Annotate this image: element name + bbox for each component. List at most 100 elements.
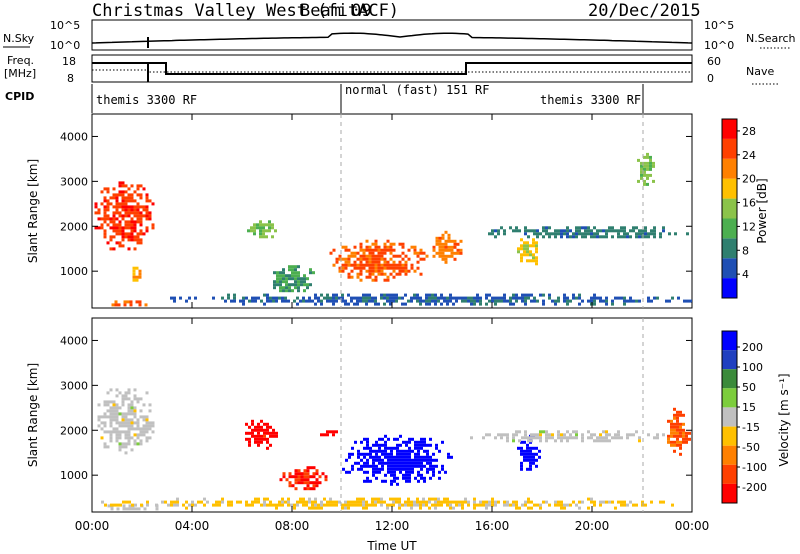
- velocity-echo-cell: [464, 500, 467, 504]
- power-echo-cell: [100, 226, 104, 230]
- velocity-echo-cell: [390, 449, 393, 453]
- velocity-echo-cell: [503, 500, 506, 504]
- velocity-echo-cell: [539, 430, 542, 434]
- velocity-echo-cell: [133, 415, 137, 419]
- power-echo-cell: [377, 251, 381, 255]
- velocity-echo-cell: [422, 500, 425, 504]
- velocity-echo-cell: [673, 413, 676, 417]
- velocity-echo-cell: [109, 388, 113, 392]
- power-echo-cell: [438, 251, 442, 255]
- velocity-echo-cell: [130, 424, 134, 428]
- velocity-echo-cell: [278, 500, 281, 504]
- velocity-echo-cell: [287, 497, 290, 501]
- velocity-echo-cell: [320, 506, 323, 510]
- velocity-echo-cell: [410, 503, 413, 507]
- velocity-echo-cell: [426, 443, 429, 447]
- velocity-echo-cell: [312, 487, 316, 491]
- velocity-echo-cell: [587, 436, 590, 440]
- power-echo-cell: [431, 293, 434, 297]
- velocity-echo-cell: [354, 440, 357, 444]
- velocity-echo-cell: [408, 461, 411, 465]
- velocity-echo-cell: [155, 507, 159, 511]
- velocity-echo-cell: [369, 446, 372, 450]
- velocity-ytick-label: 3000: [60, 379, 88, 392]
- power-echo-cell: [138, 300, 142, 304]
- power-echo-cell: [127, 199, 131, 203]
- power-echo-cell: [452, 302, 455, 306]
- power-echo-cell: [112, 214, 116, 218]
- velocity-echo-cell: [363, 452, 366, 456]
- velocity-echo-cell: [130, 403, 134, 407]
- power-echo-cell: [353, 266, 357, 270]
- velocity-echo-cell: [329, 503, 332, 507]
- power-echo-cell: [551, 232, 554, 236]
- power-echo-cell: [353, 260, 357, 264]
- velocity-echo-cell: [420, 476, 423, 480]
- power-echo-cell: [136, 208, 140, 212]
- power-echo-cell: [584, 229, 587, 233]
- power-echo-cell: [377, 257, 381, 261]
- power-echo-cell: [124, 184, 128, 188]
- power-echo-cell: [341, 296, 344, 300]
- power-echo-cell: [100, 202, 104, 206]
- velocity-echo-cell: [393, 473, 396, 477]
- power-echo-cell: [447, 245, 451, 249]
- power-echo-cell: [476, 296, 479, 300]
- velocity-echo-cell: [348, 470, 351, 474]
- velocity-echo-cell: [420, 446, 423, 450]
- power-echo-cell: [620, 235, 623, 239]
- power-echo-cell: [309, 283, 312, 287]
- velocity-echo-cell: [434, 503, 437, 507]
- power-echo-cell: [276, 280, 279, 284]
- power-echo-cell: [521, 296, 524, 300]
- power-echo-cell: [118, 229, 122, 233]
- velocity-echo-cell: [438, 449, 441, 453]
- power-echo-cell: [106, 190, 110, 194]
- power-echo-cell: [273, 286, 276, 290]
- velocity-echo-cell: [396, 443, 399, 447]
- velocity-echo-cell: [527, 436, 530, 440]
- power-echo-cell: [649, 155, 652, 159]
- power-echo-cell: [569, 229, 572, 233]
- power-echo-cell: [422, 299, 425, 303]
- power-echo-cell: [470, 296, 473, 300]
- velocity-echo-cell: [395, 497, 398, 501]
- power-echo-cell: [446, 296, 449, 300]
- power-echo-cell: [503, 293, 506, 297]
- power-echo-cell: [488, 299, 491, 303]
- velocity-echo-cell: [306, 487, 310, 491]
- velocity-echo-cell: [112, 403, 116, 407]
- power-echo-cell: [539, 232, 542, 236]
- power-echo-cell: [491, 299, 494, 303]
- power-echo-cell: [335, 299, 338, 303]
- power-echo-cell: [416, 251, 420, 255]
- power-echo-cell: [599, 299, 602, 303]
- power-echo-cell: [432, 254, 436, 258]
- power-echo-cell: [132, 275, 136, 279]
- power-echo-cell: [520, 238, 523, 242]
- velocity-echo-cell: [266, 440, 269, 444]
- velocity-echo-cell: [133, 397, 137, 401]
- velocity-echo-cell: [306, 472, 310, 476]
- power-echo-cell: [623, 232, 626, 236]
- power-echo-cell: [653, 226, 656, 230]
- velocity-echo-cell: [429, 461, 432, 465]
- velocity-echo-cell: [396, 452, 399, 456]
- velocity-echo-cell: [515, 430, 518, 434]
- velocity-echo-cell: [311, 506, 314, 510]
- power-echo-cell: [467, 299, 470, 303]
- velocity-colorbar-tick-label: 50: [742, 381, 756, 394]
- velocity-echo-cell: [176, 503, 179, 507]
- power-echo-cell: [112, 211, 116, 215]
- power-echo-cell: [536, 232, 539, 236]
- velocity-echo-cell: [260, 503, 263, 507]
- power-echo-cell: [380, 251, 384, 255]
- velocity-echo-cell: [251, 503, 254, 507]
- velocity-echo-cell: [420, 458, 423, 462]
- velocity-echo-cell: [248, 503, 251, 507]
- velocity-echo-cell: [393, 446, 396, 450]
- power-echo-cell: [112, 205, 116, 209]
- velocity-echo-cell: [357, 461, 360, 465]
- power-echo-cell: [515, 299, 518, 303]
- power-echo-cell: [395, 254, 399, 258]
